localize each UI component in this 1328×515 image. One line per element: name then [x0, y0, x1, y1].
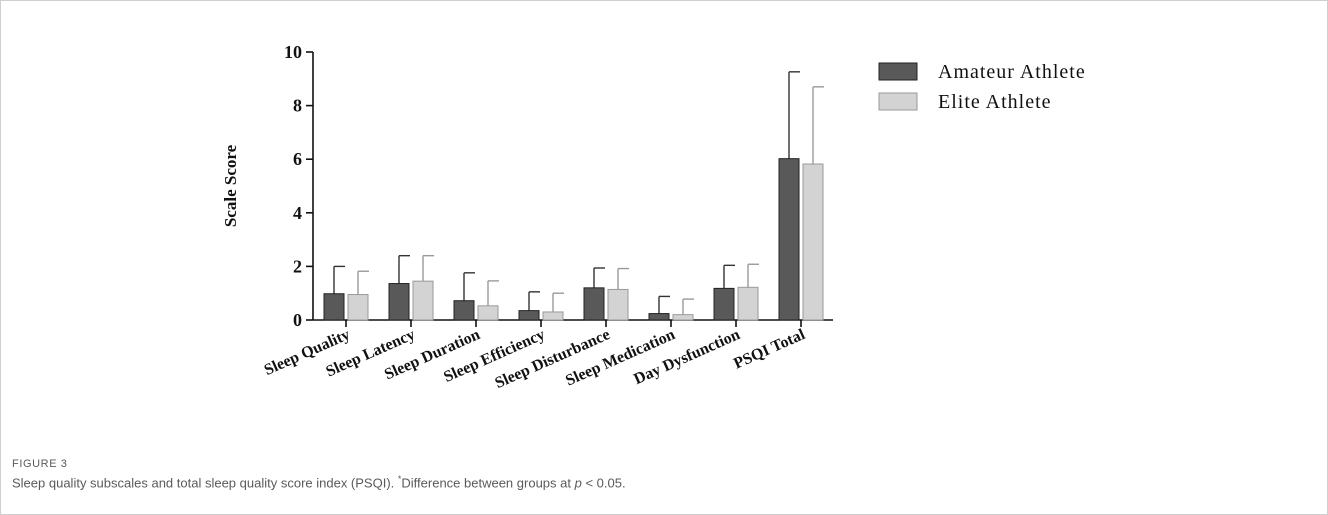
y-axis-label: Scale Score: [221, 144, 240, 227]
x-tick-label: Sleep Medication: [563, 326, 678, 389]
bar-amateur: [388, 283, 410, 321]
legend-swatch: [878, 62, 918, 81]
chart-bars: [323, 71, 824, 321]
bar-amateur: [323, 293, 345, 321]
caption-end-text: < 0.05.: [581, 475, 626, 491]
bar-elite: [737, 286, 759, 321]
caption-mid-text: Difference between groups at: [401, 475, 575, 491]
bar-elite: [542, 311, 564, 321]
bar-elite: [412, 280, 434, 321]
x-tick-label: PSQI Total: [731, 326, 808, 373]
figure-caption-text: Sleep quality subscales and total sleep …: [12, 474, 1312, 490]
y-tick-label: 8: [293, 96, 302, 116]
bar-amateur: [453, 300, 475, 321]
bar-elite: [802, 163, 824, 321]
y-tick-label: 2: [293, 256, 302, 276]
bar-elite: [347, 294, 369, 321]
bar-amateur: [583, 287, 605, 321]
bar-amateur: [518, 310, 540, 321]
legend-label: Amateur Athlete: [938, 61, 1086, 83]
y-tick-label: 10: [284, 42, 302, 62]
caption-main-text: Sleep quality subscales and total sleep …: [12, 475, 398, 491]
caption-marker: *: [397, 474, 402, 484]
bar-elite: [607, 288, 629, 321]
bar-elite: [672, 314, 694, 321]
y-tick-label: 0: [293, 310, 302, 330]
caption-p-symbol: p: [574, 475, 582, 491]
legend-label: Elite Athlete: [938, 91, 1052, 113]
bar-elite: [477, 305, 499, 321]
bar-amateur: [778, 158, 800, 321]
y-tick-label: 4: [293, 203, 302, 223]
y-tick-label: 6: [293, 149, 302, 169]
figure-caption: FIGURE 3 Sleep quality subscales and tot…: [12, 458, 1312, 490]
bar-amateur: [648, 313, 670, 321]
legend-swatch: [878, 92, 918, 111]
chart-legend: Amateur Athlete Elite Athlete: [878, 61, 1086, 113]
bar-amateur: [713, 287, 735, 321]
figure-label: FIGURE 3: [12, 458, 68, 470]
chart-axes: [312, 52, 833, 321]
